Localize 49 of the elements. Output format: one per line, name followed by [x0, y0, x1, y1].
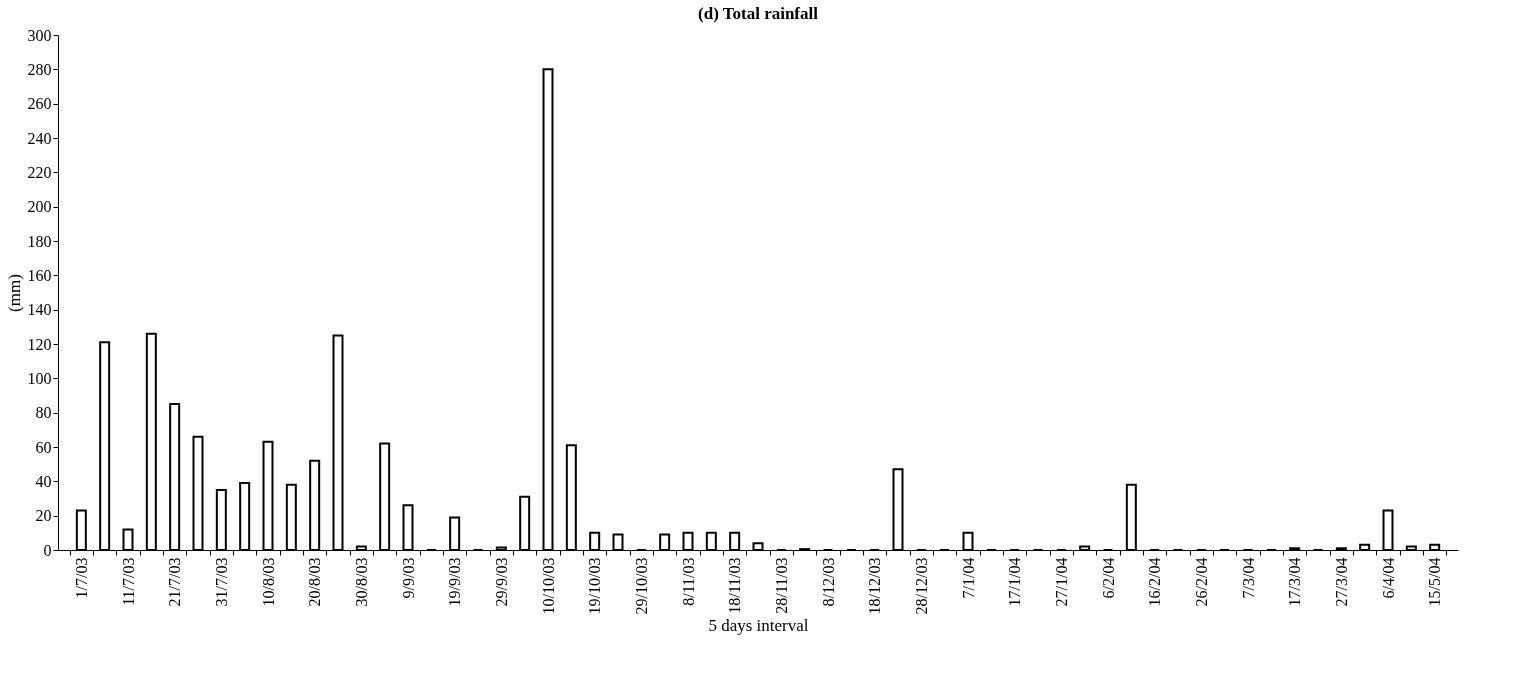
y-tick-label: 80: [35, 404, 52, 422]
chart-title: (d) Total rainfall: [698, 4, 819, 23]
y-tick-label: 240: [27, 129, 52, 147]
y-tick-label: 20: [35, 507, 52, 525]
y-tick-label: 300: [27, 26, 52, 44]
x-tick-label: 19/10/03: [586, 557, 604, 615]
x-tick-label: 29/9/03: [492, 557, 510, 607]
y-tick-label: 200: [27, 198, 52, 216]
x-tick-label: 1/7/03: [72, 557, 90, 599]
x-axis-title: 5 days interval: [708, 616, 809, 636]
x-tick-label: 31/7/03: [212, 557, 230, 607]
x-tick-label: 6/2/04: [1099, 557, 1117, 599]
x-tick-label: 10/8/03: [259, 557, 277, 607]
x-tick-label: 28/11/03: [772, 557, 790, 614]
y-tick-label: 60: [35, 438, 52, 456]
y-tick-label: 120: [27, 335, 52, 353]
y-tick-label: 40: [35, 472, 52, 490]
x-tick-label: 17/3/04: [1286, 557, 1304, 607]
x-tick-label: 18/11/03: [726, 557, 744, 614]
y-tick-label: 280: [27, 60, 52, 78]
y-tick-label: 260: [27, 95, 52, 113]
y-tick-label: 0: [43, 541, 52, 559]
y-axis-title: (mm): [4, 274, 24, 312]
x-tick-label: 10/10/03: [539, 557, 557, 615]
x-tick-label: 27/3/04: [1332, 557, 1350, 607]
x-tick-label: 28/12/03: [912, 557, 930, 615]
x-tick-label: 21/7/03: [166, 557, 184, 607]
x-tick-label: 26/2/04: [1192, 557, 1210, 607]
y-tick-label: 160: [27, 266, 52, 284]
x-tick-label: 11/7/03: [119, 557, 137, 606]
x-tick-label: 16/2/04: [1146, 557, 1164, 607]
x-tick-label: 7/3/04: [1239, 557, 1257, 599]
x-tick-label: 15/5/04: [1426, 557, 1444, 607]
x-tick-label: 19/9/03: [446, 557, 464, 607]
y-tick-label: 180: [27, 232, 52, 250]
x-tick-label: 6/4/04: [1379, 557, 1397, 599]
x-tick-label: 17/1/04: [1006, 557, 1024, 607]
x-tick-label: 7/1/04: [959, 557, 977, 599]
y-tick-label: 220: [27, 163, 52, 181]
x-tick-label: 8/12/03: [819, 557, 837, 607]
x-tick-label: 29/10/03: [632, 557, 650, 615]
x-tick-label: 8/11/03: [679, 557, 697, 606]
x-tick-label: 18/12/03: [866, 557, 884, 615]
x-tick-label: 30/8/03: [352, 557, 370, 607]
x-tick-label: 9/9/03: [399, 557, 417, 599]
y-tick-label: 100: [27, 369, 52, 387]
y-tick-label: 140: [27, 301, 52, 319]
x-tick-label: 27/1/04: [1052, 557, 1070, 607]
x-tick-label: 20/8/03: [306, 557, 324, 607]
